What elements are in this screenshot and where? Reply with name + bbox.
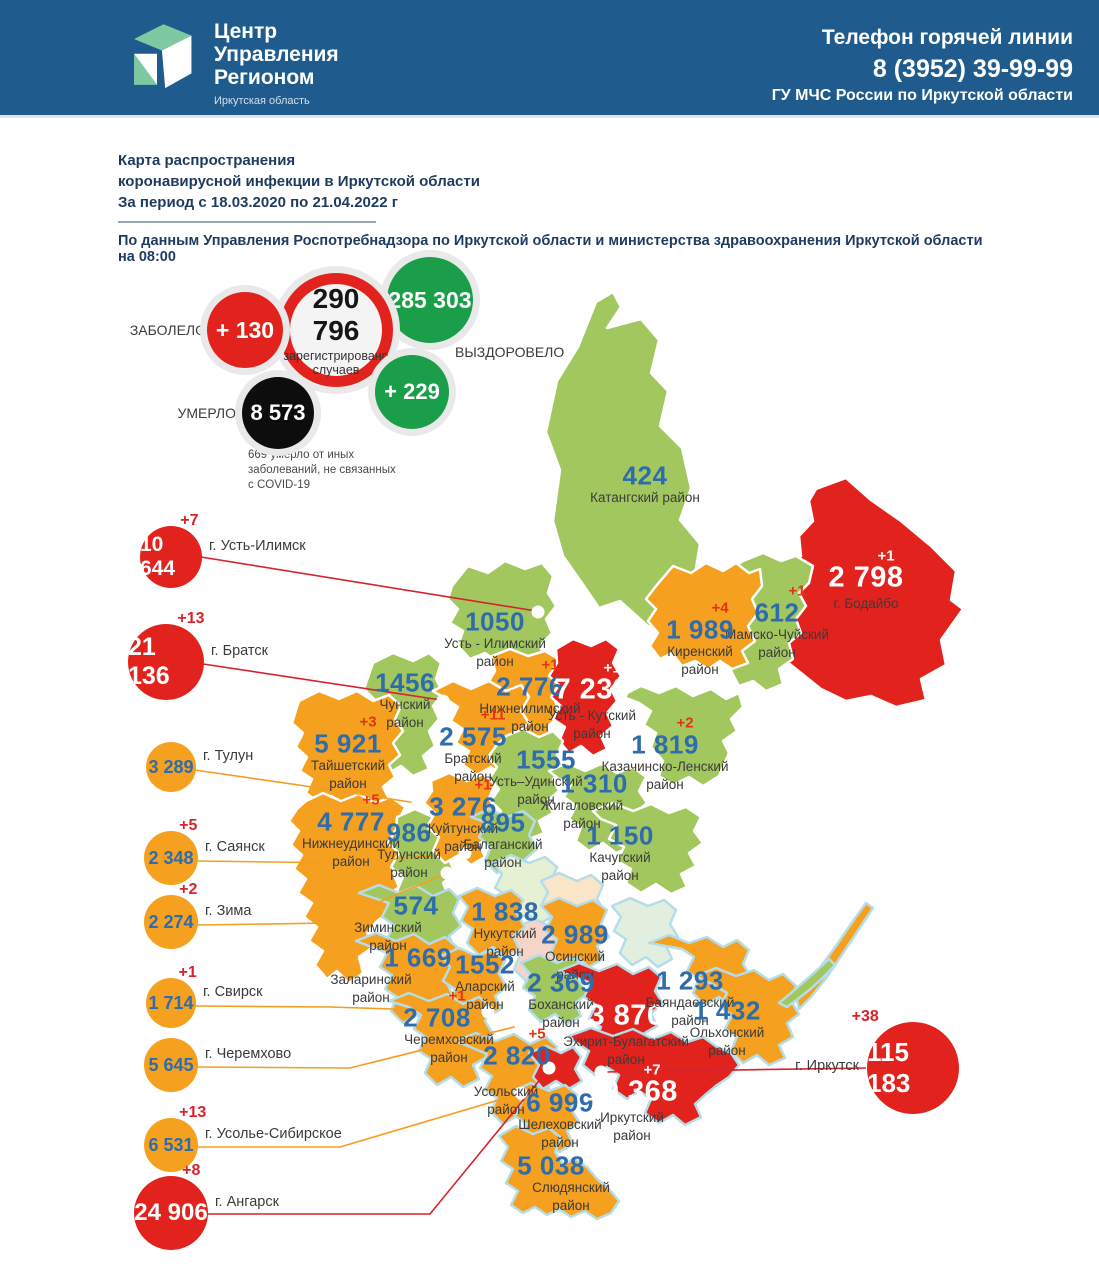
logo-subtitle: Иркутская область (214, 95, 310, 108)
title-line1: Карта распространения (118, 152, 296, 169)
recovered-delta-value: + 229 (384, 379, 440, 404)
leader-line-irkutsk (602, 1067, 867, 1073)
city-dot-extra-0 (507, 984, 521, 998)
leader-line-svirsk (194, 1005, 487, 1013)
dead-circle: 8 573 (242, 377, 314, 449)
leader-line-tulun (194, 769, 417, 804)
dead-value: 8 573 (250, 400, 306, 425)
registered-label: зарегистрировано случаев (283, 348, 389, 377)
title-block: Карта распространения коронавирусной инф… (118, 150, 998, 265)
logo: Центр Управления Регионом Иркутская обла… (116, 16, 339, 107)
cube-logo-icon (134, 24, 192, 89)
city-dot-irkutsk (594, 1065, 608, 1079)
leader-line-ust_ilimsk (200, 556, 537, 612)
district-shape-kazachinsko (619, 684, 745, 788)
district-shape-taishetsky (290, 689, 405, 807)
logo-line3: Регионом (214, 66, 315, 90)
district-shape-irkutsky (567, 1026, 741, 1127)
logo-line2: Управления (214, 43, 339, 67)
angarsk-enclave (527, 1044, 584, 1091)
registered-value: 290 796 (312, 282, 360, 346)
city-dot-angarsk (542, 1061, 556, 1075)
hotline-org: ГУ МЧС России по Иркутской области (771, 87, 1073, 104)
recovered-label: ВЫЗДОРОВЕЛО (455, 344, 565, 360)
leader-line-angarsk (207, 1070, 548, 1215)
olkhon-island (777, 957, 837, 1009)
district-shape-slyudyansky (497, 1124, 621, 1221)
district-shape-cheremkhovsky (387, 991, 495, 1089)
title-line2: коронавирусной инфекции в Иркутской обла… (118, 173, 480, 190)
district-shape-olkhonsky (694, 966, 801, 1067)
district-shape-kirensky (644, 561, 764, 671)
sick-label: ЗАБОЛЕЛО (129, 322, 206, 338)
city-dot-cheremkhovo (514, 1018, 528, 1032)
hotline-phone: 8 (3952) 39-99-99 (872, 55, 1073, 83)
city-dot-usolye (514, 1086, 528, 1100)
leader-line-cheremkhovo (196, 1025, 519, 1069)
leader-line-zima (196, 873, 446, 926)
leader-line-sayansk (196, 852, 463, 864)
city-dots (411, 605, 608, 1100)
title-divider (118, 221, 376, 223)
city-dot-ust_ilimsk (531, 605, 545, 619)
district-shape-nukutsky (457, 886, 527, 959)
district-shape-nizhneudinsky (287, 791, 411, 985)
hotline-label: Телефон горячей линии (821, 26, 1073, 49)
city-dot-sayansk (458, 846, 472, 860)
leader-line-bratsk (202, 663, 442, 701)
leader-lines (194, 556, 867, 1215)
header: Центр Управления Регионом Иркутская обла… (0, 0, 1099, 118)
sick-delta-value: + 130 (215, 316, 275, 343)
title-line3: За период с 18.03.2020 по 21.04.2022 г (118, 194, 398, 211)
region-pale-teal (610, 896, 680, 969)
logo-text: Центр Управления Регионом Иркутская обла… (214, 16, 339, 107)
recovered-total-value: 285 303 (388, 286, 472, 313)
sick-delta-circle: + 130 (207, 292, 283, 368)
city-dot-svirsk (481, 1005, 495, 1019)
district-shape-bodaibo (771, 476, 965, 709)
hotline-block: Телефон горячей линии 8 (3952) 39-99-99 … (772, 26, 1073, 105)
recovered-total-circle: 285 303 (387, 257, 473, 343)
city-dot-tulun (411, 796, 425, 810)
district-shape-ust-kutsky (547, 637, 623, 758)
data-source-line: По данным Управления Роспотребнадзора по… (118, 233, 983, 265)
leader-line-usolye (197, 1093, 520, 1148)
district-shape-olkhonsky-coast (794, 901, 875, 1011)
city-dot-zima (440, 866, 454, 880)
district-shape-kachugsky (591, 801, 705, 896)
registered-circle: 290 796 зарегистрировано случаев (279, 273, 393, 387)
dead-label: УМЕРЛО (177, 405, 236, 421)
district-shape-osinsky (539, 896, 611, 969)
dead-footnote: 669 умерло от иных заболеваний, не связа… (248, 449, 396, 491)
city-dot-bratsk (436, 694, 450, 708)
district-shape-kuitunsky (422, 771, 499, 867)
recovered-delta-circle: + 229 (375, 355, 449, 429)
logo-line1: Центр (214, 20, 278, 43)
